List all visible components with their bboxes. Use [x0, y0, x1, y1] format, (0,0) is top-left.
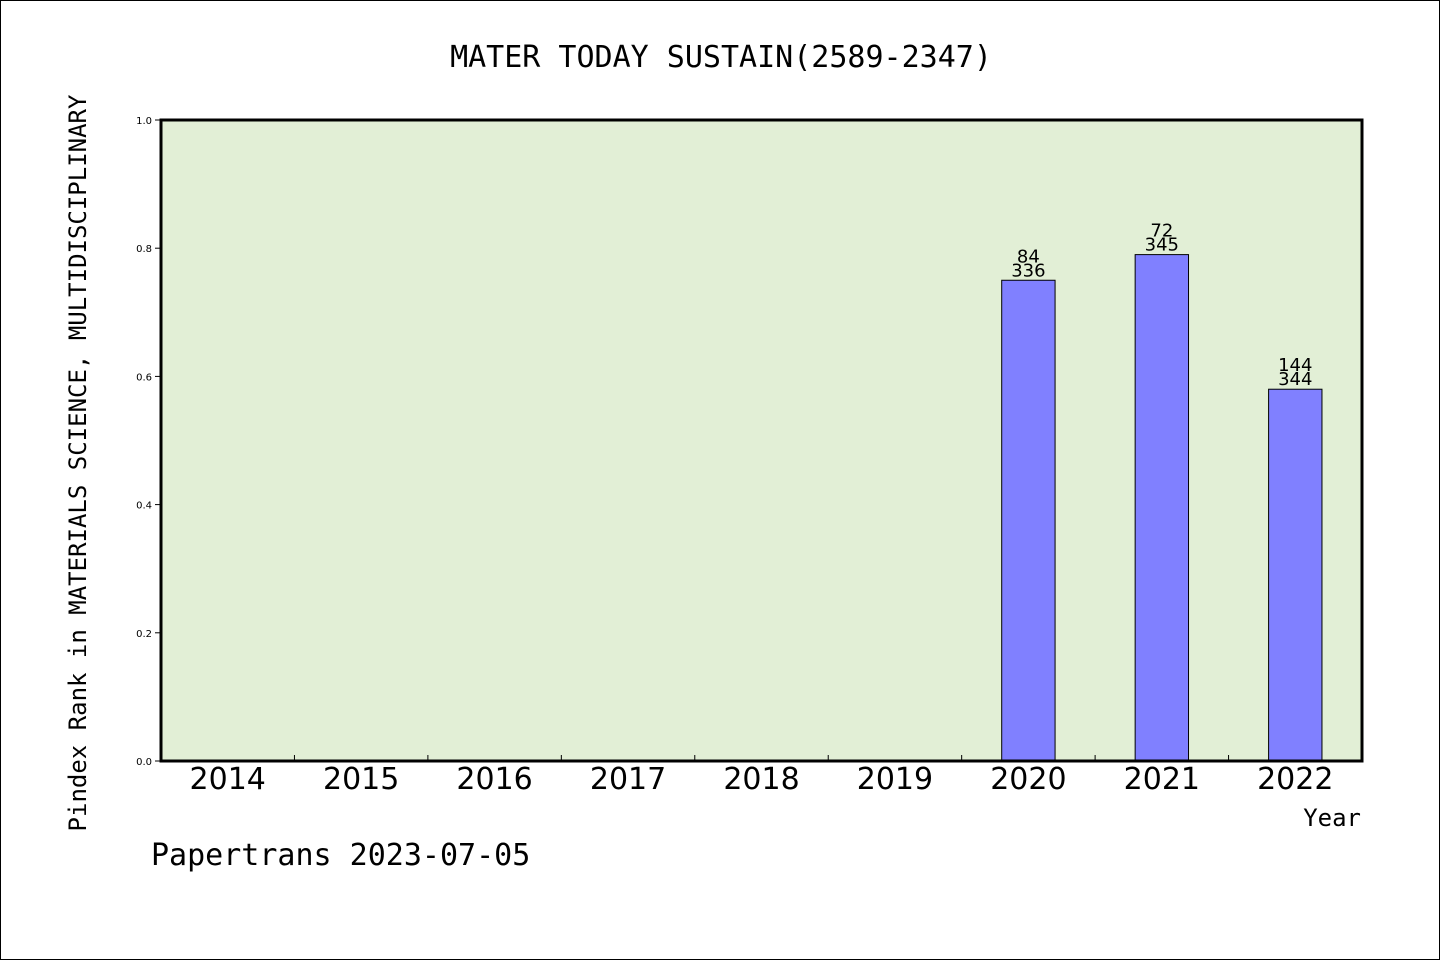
- bar-rank-label: 144: [1278, 355, 1312, 376]
- x-tick-label: 2018: [723, 762, 799, 797]
- footer-text: Papertrans 2023-07-05: [151, 838, 530, 873]
- x-tick-label: 2017: [590, 762, 666, 797]
- x-tick-label: 2020: [990, 762, 1066, 797]
- bar: [1001, 279, 1056, 762]
- x-tick-label: 2016: [456, 762, 532, 797]
- bar-rank-label: 72: [1150, 221, 1173, 242]
- y-tick-label: 0.4: [136, 501, 152, 512]
- x-tick-label: 2014: [190, 762, 266, 797]
- x-tick-label: 2022: [1257, 762, 1333, 797]
- bar: [1134, 254, 1190, 762]
- chart-title: MATER TODAY SUSTAIN(2589-2347): [450, 40, 992, 75]
- y-tick-label: 1.0: [136, 116, 152, 127]
- chart-marks: 0.0 0.2 0.4 0.6 0.8 1.0 2014 2015 2016 2017 2018 20…: [136, 116, 1364, 797]
- bar-rank-label: 84: [1017, 246, 1040, 267]
- y-tick-label: 0.8: [136, 244, 152, 255]
- bar-total-label: 344: [1278, 369, 1312, 390]
- plot-border: [159, 118, 1364, 763]
- y-tick-label: 0.6: [136, 372, 152, 383]
- x-tick-label: 2015: [323, 762, 399, 797]
- x-axis-label: Year: [1303, 804, 1361, 832]
- bar: [1268, 388, 1323, 762]
- y-tick-label: 0.2: [136, 629, 152, 640]
- bar-total-label: 336: [1011, 260, 1045, 281]
- x-tick-label: 2019: [857, 762, 933, 797]
- bar-total-label: 345: [1145, 235, 1179, 256]
- x-tick-label: 2021: [1124, 762, 1200, 797]
- y-tick-label: 0.0: [136, 757, 152, 768]
- y-axis-label: Pindex Rank in MATERIALS SCIENCE, MULTID…: [64, 94, 92, 831]
